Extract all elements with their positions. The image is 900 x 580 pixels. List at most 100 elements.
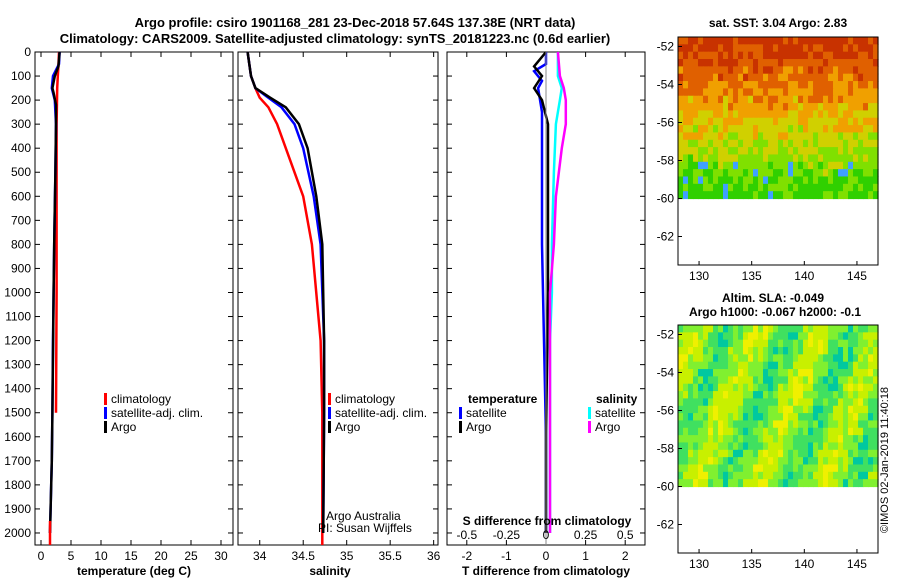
map-cell xyxy=(693,420,699,429)
map-cell xyxy=(768,325,774,333)
map-cell xyxy=(748,464,754,473)
map-cell xyxy=(753,117,759,126)
map-cell xyxy=(863,147,869,156)
map-cell xyxy=(753,479,759,488)
map-cell xyxy=(853,442,859,451)
map-cell xyxy=(693,435,699,444)
map-cell xyxy=(678,169,684,178)
map-cell xyxy=(803,95,809,104)
map-cell xyxy=(698,176,704,185)
map-cell xyxy=(808,427,814,436)
map-cell xyxy=(753,51,759,60)
map-cell xyxy=(803,176,809,185)
map-cell xyxy=(748,391,754,400)
map-cell xyxy=(753,471,759,480)
map-cell xyxy=(873,117,879,126)
map-cell xyxy=(703,176,709,185)
map-cell xyxy=(683,457,689,466)
map-cell xyxy=(683,435,689,444)
map-cell xyxy=(843,457,849,466)
map-cell xyxy=(753,464,759,473)
map-y-tick-label: -58 xyxy=(657,442,675,456)
map-cell xyxy=(813,73,819,82)
map-cell xyxy=(713,361,719,370)
map-cell xyxy=(873,147,879,156)
map-cell xyxy=(793,183,799,192)
map-cell xyxy=(708,161,714,170)
map-cell xyxy=(778,125,784,134)
map-cell xyxy=(698,95,704,104)
map-cell xyxy=(738,88,744,97)
map-cell xyxy=(843,37,849,45)
map-cell xyxy=(838,464,844,473)
map-cell xyxy=(863,361,869,370)
map-cell xyxy=(833,169,839,178)
map-cell xyxy=(693,169,699,178)
map-cell xyxy=(843,73,849,82)
map-cell xyxy=(743,391,749,400)
map-cell xyxy=(813,383,819,392)
map-cell xyxy=(703,139,709,148)
map-cell xyxy=(798,413,804,422)
map-cell xyxy=(773,413,779,422)
map-cell xyxy=(758,51,764,60)
map-cell xyxy=(793,103,799,112)
map-cell xyxy=(863,471,869,480)
map-cell xyxy=(748,154,754,163)
map-cell xyxy=(698,398,704,407)
map-cell xyxy=(848,457,854,466)
map-cell xyxy=(718,183,724,192)
map-cell xyxy=(868,420,874,429)
map-cell xyxy=(853,59,859,67)
map-cell xyxy=(808,383,814,392)
map-cell xyxy=(833,59,839,67)
map-cell xyxy=(868,183,874,192)
map-cell xyxy=(738,81,744,89)
map-cell xyxy=(708,51,714,60)
map-cell xyxy=(788,51,794,60)
map-cell xyxy=(688,457,694,466)
map-cell xyxy=(838,44,844,53)
map-cell xyxy=(818,435,824,444)
map-cell xyxy=(823,361,829,370)
map-cell xyxy=(728,103,734,112)
map-cell xyxy=(858,103,864,112)
map-cell xyxy=(763,347,769,355)
map-cell xyxy=(828,405,834,414)
map-cell xyxy=(768,59,774,67)
legend-label: Argo xyxy=(466,420,492,434)
map-cell xyxy=(688,110,694,119)
map-cell xyxy=(773,457,779,466)
map-cell xyxy=(838,361,844,370)
map-cell xyxy=(793,464,799,473)
map-cell xyxy=(688,391,694,400)
map-cell xyxy=(758,125,764,134)
depth-tick-label: 800 xyxy=(11,237,31,251)
map-cell xyxy=(678,464,684,473)
map-cell xyxy=(873,361,879,370)
map-cell xyxy=(863,464,869,473)
map-cell xyxy=(783,325,789,333)
map-cell xyxy=(868,103,874,112)
map-cell xyxy=(738,169,744,178)
map-cell xyxy=(768,73,774,82)
map-cell xyxy=(753,413,759,422)
map-cell xyxy=(698,103,704,112)
map-cell xyxy=(718,66,724,75)
map-cell xyxy=(683,191,689,200)
map-cell xyxy=(758,479,764,488)
map-cell xyxy=(698,435,704,444)
map-cell xyxy=(778,398,784,407)
map-cell xyxy=(758,435,764,444)
map-cell xyxy=(688,442,694,451)
map-cell xyxy=(848,361,854,370)
map-cell xyxy=(863,427,869,436)
salinity-panel: 34 34.5 35 35.5 36climatologysatellite-adj. … xyxy=(237,51,441,578)
map-cell xyxy=(693,81,699,89)
map-cell xyxy=(713,479,719,488)
map-cell xyxy=(808,125,814,134)
map-cell xyxy=(743,73,749,82)
legend-label: satellite-adj. clim. xyxy=(335,406,427,420)
map-cell xyxy=(858,37,864,45)
map-cell xyxy=(858,339,864,348)
